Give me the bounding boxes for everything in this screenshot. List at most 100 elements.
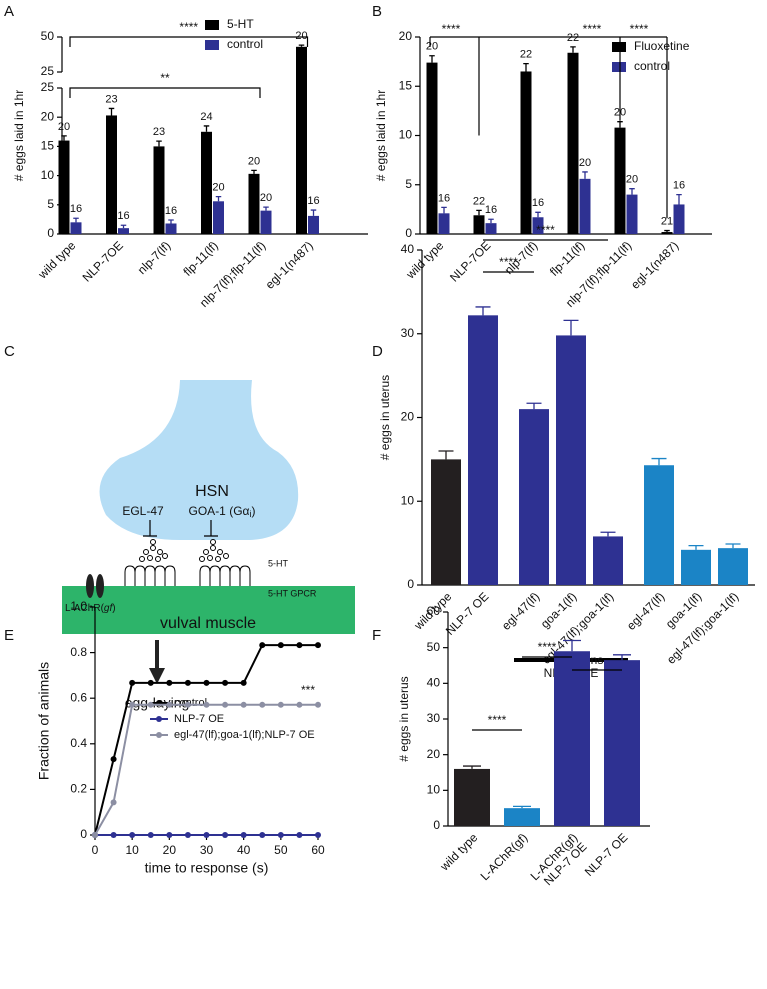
bar	[431, 459, 461, 585]
panel-letter: C	[4, 343, 15, 360]
legend-swatch	[205, 40, 219, 50]
significance-label: **	[160, 71, 170, 85]
point	[277, 642, 284, 649]
legend-swatch	[612, 62, 626, 72]
y-tick-label: 15	[41, 139, 55, 153]
point	[184, 701, 191, 708]
legend-swatch	[205, 20, 219, 30]
point	[296, 701, 303, 708]
label: 5-HT	[268, 558, 289, 568]
error-bar	[600, 531, 616, 537]
significance-label: ****	[488, 713, 507, 727]
error-bar	[725, 543, 741, 549]
significance-label: ****	[442, 22, 461, 36]
bar	[520, 71, 532, 234]
x-tick-label: NLP-7 OE	[582, 830, 631, 879]
point	[184, 832, 191, 838]
error-bar	[215, 195, 222, 202]
significance-bracket	[69, 36, 309, 47]
diagram: C HSN EGL-47 GOA-1 (Gαi) 5-HT 5-HT GPCR …	[4, 343, 355, 711]
y-tick-label: 50	[41, 29, 55, 43]
bar	[468, 315, 498, 585]
point	[129, 679, 136, 686]
bar	[153, 146, 165, 234]
sample-size: 20	[295, 30, 307, 42]
x-tick-label: egl-47(lf)	[624, 589, 667, 632]
error-bar	[251, 169, 257, 174]
label: i	[249, 509, 251, 519]
legend-label: control	[634, 59, 670, 73]
bar	[554, 651, 590, 826]
x-tick-label: 50	[274, 843, 288, 857]
point	[259, 642, 266, 649]
y-tick-label: 25	[41, 80, 55, 94]
bar	[106, 115, 117, 234]
point	[222, 701, 229, 708]
legend-marker	[156, 732, 162, 738]
y-tick-label: 10	[427, 783, 441, 797]
bar	[485, 223, 497, 234]
error-bar	[676, 193, 682, 205]
bar	[579, 178, 591, 234]
label: vulval muscle	[160, 615, 256, 632]
label: HSN	[195, 483, 229, 500]
y-tick-label: 10	[399, 128, 413, 142]
x-tick-label: NLP-7OE	[447, 238, 493, 284]
point	[259, 832, 266, 838]
significance-label: ****	[179, 20, 198, 34]
error-bar	[688, 544, 704, 550]
point	[166, 679, 173, 686]
point	[147, 832, 154, 838]
legend-swatch	[612, 42, 626, 52]
x-tick-label: 30	[200, 843, 214, 857]
sample-size: 24	[200, 111, 212, 123]
bar	[260, 210, 272, 234]
bar	[626, 194, 638, 234]
significance-label: ns	[591, 653, 604, 667]
bar	[644, 465, 674, 585]
significance-label: ****	[538, 640, 557, 654]
y-tick-label: 40	[401, 242, 415, 256]
error-bar	[120, 224, 127, 229]
sample-size: 16	[532, 197, 544, 209]
error-bar	[563, 319, 579, 336]
error-bar	[488, 218, 494, 224]
error-bar	[651, 457, 667, 466]
sample-size: 22	[473, 195, 485, 207]
bar	[454, 768, 490, 826]
point	[129, 832, 136, 838]
bar	[248, 173, 260, 234]
x-tick-label: nlp-7(lf)	[135, 238, 174, 277]
y-tick-label: 0	[407, 577, 414, 591]
point	[129, 701, 136, 708]
point	[315, 832, 321, 838]
y-tick-label: 25	[41, 64, 55, 78]
point	[296, 832, 303, 838]
bar	[201, 131, 212, 234]
point	[222, 679, 229, 686]
y-axis-title: # eggs in uterus	[397, 676, 411, 761]
vulval-muscle	[62, 586, 355, 634]
y-tick-label: 40	[427, 676, 441, 690]
point	[315, 701, 321, 708]
error-bar	[61, 135, 67, 141]
point	[166, 701, 173, 708]
significance-bracket	[69, 87, 261, 98]
y-tick-label: 0	[80, 827, 87, 841]
bar	[70, 222, 82, 234]
error-bar	[203, 125, 210, 132]
bar	[213, 201, 224, 234]
y-axis-title: # eggs in uterus	[378, 375, 392, 460]
y-tick-label: 0	[47, 226, 54, 240]
x-tick-label: 10	[125, 843, 139, 857]
y-axis-title: # eggs laid in 1hr	[12, 90, 26, 181]
x-tick-label: egl-1(n487)	[628, 238, 681, 291]
y-tick-label: 5	[47, 197, 54, 211]
sample-size: 20	[426, 41, 438, 53]
y-tick-label: 30	[427, 711, 441, 725]
error-bar	[664, 229, 670, 233]
point	[240, 832, 247, 838]
point	[147, 701, 154, 708]
bar	[58, 140, 70, 234]
bar	[661, 232, 673, 234]
